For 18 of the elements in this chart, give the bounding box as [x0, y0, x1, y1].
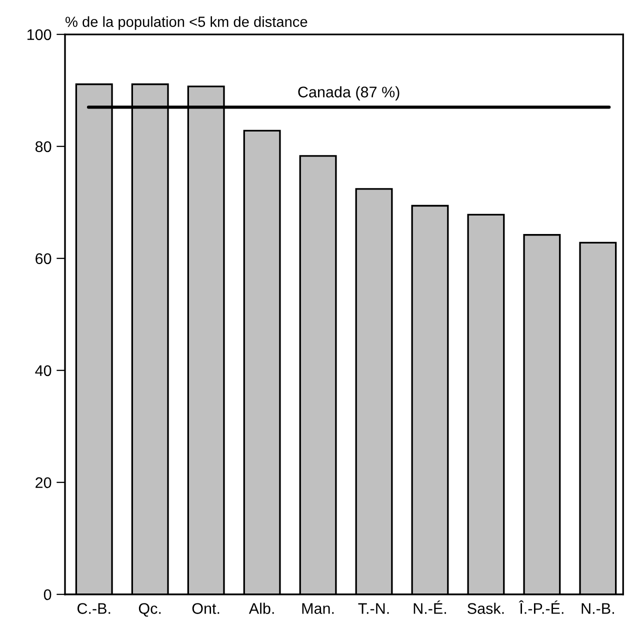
y-tick-label: 60 — [36, 253, 52, 264]
y-tick-label: 100 — [27, 29, 52, 40]
x-tick-label: Qc. — [138, 603, 161, 617]
ref-line-label: Canada (87 %) — [298, 86, 400, 100]
y-tick-label: 40 — [35, 365, 52, 376]
y-axis-title: % de la population <5 km de distance — [66, 16, 308, 30]
x-tick-label: Alb. — [248, 602, 274, 614]
x-tick-label: Man. — [302, 603, 334, 614]
x-tick-label: T.-N. — [358, 603, 389, 614]
x-tick-label: Ont. — [192, 603, 220, 614]
x-tick-label: N.-É. — [414, 600, 446, 614]
x-tick-label: Sask. — [468, 602, 504, 614]
x-tick-label: Î.-P.-É. — [518, 600, 564, 614]
x-tick-label: C.-B. — [77, 603, 110, 614]
y-tick-label: 80 — [35, 141, 52, 152]
x-tick-label: N.-B. — [582, 603, 614, 614]
y-tick-label: 0 — [44, 589, 52, 600]
y-tick-label: 20 — [36, 477, 52, 488]
